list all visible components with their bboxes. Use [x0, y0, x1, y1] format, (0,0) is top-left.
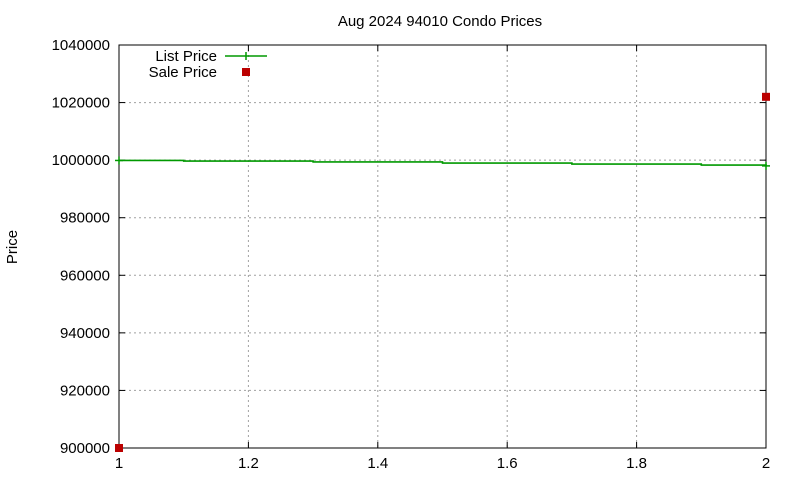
legend-swatch-marker [242, 68, 250, 76]
sale-price-point [115, 444, 123, 452]
axes: 900000 920000 940000 960000 980000 1000000 102… [52, 37, 771, 472]
x-tick-label: 1.2 [238, 455, 259, 472]
x-tick-label: 1.6 [497, 455, 518, 472]
y-tick-label: 940000 [60, 325, 110, 342]
sale-price-point [762, 92, 770, 101]
y-tick-label: 1020000 [52, 95, 110, 112]
legend-label: List Price [155, 48, 217, 65]
y-tick-label: 1000000 [52, 152, 110, 169]
y-tick-label: 920000 [60, 382, 110, 399]
grid [119, 45, 766, 448]
y-axis-label: Price [4, 230, 21, 264]
list-price-point [762, 161, 770, 170]
y-tick-label: 980000 [60, 210, 110, 227]
series-line-list-price [119, 159, 767, 166]
series [115, 92, 770, 452]
legend-entry: List Price [155, 48, 267, 65]
x-tick-label: 1 [115, 455, 123, 472]
chart-title: Aug 2024 94010 Condo Prices [338, 13, 542, 30]
x-tick-label: 1.8 [626, 455, 647, 472]
y-tick-label: 900000 [60, 440, 110, 457]
legend-label: Sale Price [149, 64, 217, 81]
legend-entry: Sale Price [149, 64, 250, 81]
list-price-point [115, 156, 123, 165]
y-tick-label: 1040000 [52, 37, 110, 54]
x-tick-label: 1.4 [367, 455, 388, 472]
x-tick-label: 2 [762, 455, 770, 472]
plot-frame [118, 44, 767, 449]
y-tick-label: 960000 [60, 267, 110, 284]
